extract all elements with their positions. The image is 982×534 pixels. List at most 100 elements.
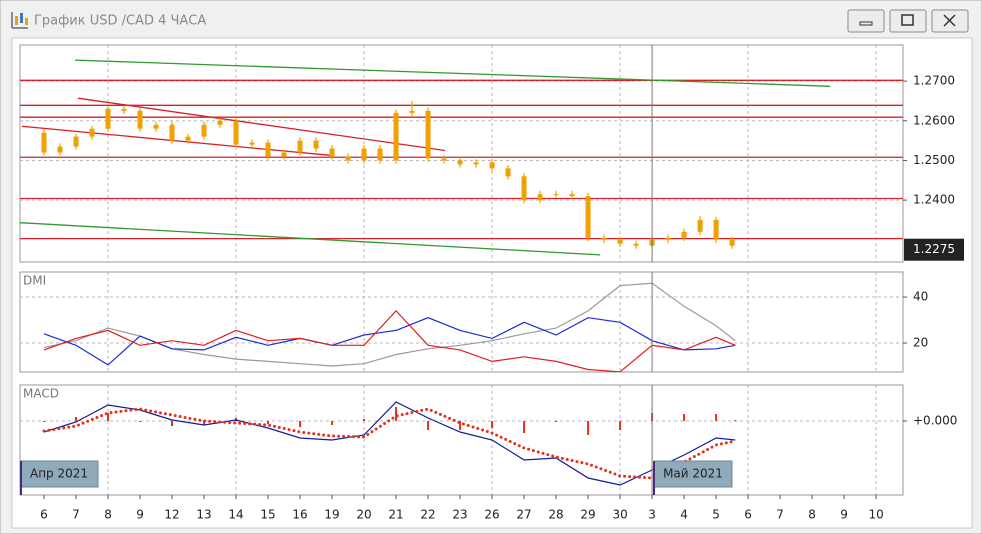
x-tick-label: 27 [516, 508, 531, 522]
x-tick-label: 14 [228, 508, 243, 522]
panel-frame [19, 44, 904, 263]
x-tick-label: 21 [388, 508, 403, 522]
x-tick-label: 10 [868, 508, 883, 522]
y-tick-label: +0.000 [913, 414, 957, 428]
panel [20, 272, 903, 372]
candle-body [441, 158, 447, 161]
histogram-bar [107, 413, 110, 421]
panel-title: DMI [23, 274, 46, 288]
histogram-bar [75, 417, 78, 421]
histogram-bar [171, 421, 174, 426]
panel-frame [19, 384, 904, 496]
candle-body [361, 148, 367, 161]
panel-title: MACD [23, 387, 59, 401]
restore-button[interactable] [889, 9, 927, 33]
histogram-bar [523, 421, 526, 433]
candle-body [201, 124, 207, 137]
candle-body [185, 136, 191, 141]
candle-body [137, 110, 143, 129]
macd-line [43, 401, 736, 486]
candle-body [73, 136, 79, 147]
candle-body [57, 146, 63, 153]
panel [20, 385, 903, 495]
x-tick-label: 20 [356, 508, 371, 522]
candle-body [89, 128, 95, 137]
period-badge: Май 2021 [653, 460, 733, 495]
indicator-line [43, 317, 736, 366]
candle-body [409, 110, 415, 113]
candle-body [233, 120, 239, 145]
y-tick-label: 1.2500 [913, 153, 955, 167]
candle-body [377, 148, 383, 161]
minimize-button[interactable] [847, 9, 885, 33]
candle-body [169, 124, 175, 141]
x-tick-label: 6 [40, 508, 48, 522]
x-tick-label: 9 [840, 508, 848, 522]
x-tick-label: 8 [104, 508, 112, 522]
candle-body [585, 196, 591, 238]
candle-body [665, 237, 671, 240]
histogram-bar [683, 414, 686, 421]
candle-body [265, 142, 271, 157]
candle-body [697, 219, 703, 232]
histogram-bar [619, 421, 622, 430]
signal-line [42, 407, 737, 480]
trend-line [77, 97, 446, 152]
indicator-line [43, 310, 736, 372]
x-tick-label: 15 [260, 508, 275, 522]
histogram-bar [43, 421, 46, 422]
x-tick-label: 28 [548, 508, 563, 522]
candle-body [105, 108, 111, 129]
x-tick-label: 29 [580, 508, 595, 522]
candle-body [425, 110, 431, 159]
x-tick-label: 16 [292, 508, 307, 522]
x-tick-label: 22 [420, 508, 435, 522]
candle-body [569, 194, 575, 197]
x-tick-label: 7 [776, 508, 784, 522]
histogram-bar [587, 421, 590, 435]
candle-body [505, 168, 511, 177]
histogram-bar [331, 421, 334, 425]
candle-body [249, 142, 255, 145]
candle-body [553, 194, 559, 196]
x-tick-label: 19 [324, 508, 339, 522]
x-tick-label: 6 [744, 508, 752, 522]
last-price-box [904, 238, 964, 261]
candle-body [153, 124, 159, 129]
last-price-label: 1.2275 [913, 242, 955, 256]
candle-body [41, 132, 47, 153]
candle-body [713, 219, 719, 240]
x-tick-label: 4 [680, 508, 688, 522]
x-tick-label: 8 [808, 508, 816, 522]
candle-body [393, 112, 399, 161]
histogram-bar [734, 420, 737, 421]
period-label: Май 2021 [663, 467, 723, 481]
histogram-bar [139, 421, 142, 422]
candle-body [537, 194, 543, 201]
y-tick-label: 1.2400 [913, 193, 955, 207]
candle-body [681, 231, 687, 238]
window-icon [11, 12, 28, 29]
x-tick-label: 3 [648, 508, 656, 522]
y-tick-label: 40 [913, 290, 928, 304]
trend-line [74, 59, 831, 87]
period-badge: Апр 2021 [20, 460, 99, 495]
histogram-bar [299, 421, 302, 427]
candle-body [633, 243, 639, 246]
histogram-bar [395, 407, 398, 421]
candle-body [729, 239, 735, 246]
candle-body [217, 120, 223, 125]
histogram-bar [715, 414, 718, 421]
histogram-bar [267, 421, 270, 424]
x-tick-label: 12 [164, 508, 179, 522]
x-tick-label: 26 [484, 508, 499, 522]
panel-frame [19, 271, 904, 373]
histogram-bar [459, 421, 462, 430]
candle-body [489, 162, 495, 169]
candle-body [329, 148, 335, 157]
x-tick-label: 13 [196, 508, 211, 522]
candle-body [521, 176, 527, 201]
histogram-bar [427, 421, 430, 430]
close-button[interactable] [931, 9, 969, 33]
